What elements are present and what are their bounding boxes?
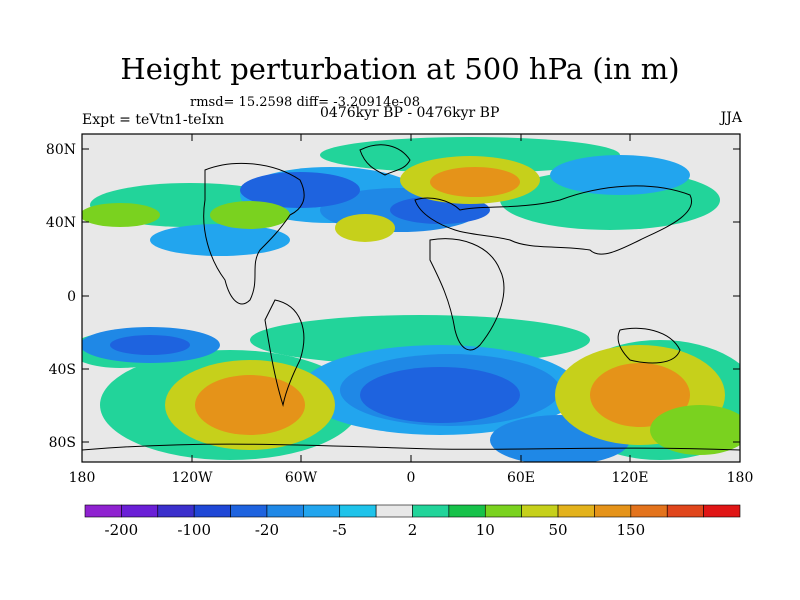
lat-tick-label: 40N	[46, 215, 76, 231]
colorbar-swatch	[84, 504, 122, 518]
contour-region	[650, 405, 740, 455]
colorbar-label: 150	[617, 521, 646, 539]
colorbar-swatch	[594, 504, 632, 518]
contour-region	[335, 214, 395, 242]
contour-region	[240, 172, 360, 208]
eurasia-coast	[414, 185, 693, 255]
contour-fields	[82, 137, 740, 462]
coastlines	[82, 144, 740, 451]
experiment-label: Expt = teVtn1-teIxn	[82, 112, 224, 128]
australia-coast	[617, 327, 681, 364]
colorbar-label: -5	[332, 521, 347, 539]
lon-tick-label: 120E	[612, 470, 649, 486]
contour-region	[430, 167, 520, 197]
colorbar-swatch	[557, 504, 595, 518]
colorbar-swatch	[412, 504, 450, 518]
contour-region	[320, 137, 620, 173]
latitude-axis: 80N 40N 0 40S 80S	[46, 142, 740, 451]
colorbar-swatch	[339, 504, 377, 518]
contour-region	[82, 203, 160, 227]
contour-region	[110, 335, 190, 355]
colorbar-label: -20	[255, 521, 279, 539]
colorbar-label: -100	[177, 521, 211, 539]
lat-tick-label: 80N	[46, 142, 76, 158]
contour-region	[210, 201, 290, 229]
contour-region	[195, 375, 305, 435]
colorbar-swatch	[666, 504, 704, 518]
contour-region	[150, 224, 290, 256]
stats-line: rmsd= 15.2598 diff= -3.20914e-08	[190, 95, 420, 110]
colorbar-swatch	[121, 504, 159, 518]
lon-tick-label: 60W	[285, 470, 318, 486]
colorbar-swatch	[521, 504, 559, 518]
season-label: JJA	[720, 110, 742, 126]
colorbar-label: 50	[549, 521, 568, 539]
lon-tick-label: 180	[727, 470, 754, 486]
colorbar-swatch	[448, 504, 486, 518]
colorbar-swatch	[266, 504, 304, 518]
colorbar-label: -200	[105, 521, 139, 539]
greenland-coast	[359, 144, 411, 176]
lat-tick-label: 80S	[49, 435, 76, 451]
colorbar-swatch	[193, 504, 231, 518]
colorbar-swatch	[484, 504, 522, 518]
longitude-axis: 180 120W 60W 0 60E 120E 180	[69, 134, 754, 486]
lat-tick-label: 40S	[49, 362, 76, 378]
colorbar: -200 -100 -20 -5 2 10 50 150	[84, 504, 741, 539]
lon-tick-label: 0	[407, 470, 416, 486]
chart-title: Height perturbation at 500 hPa (in m)	[120, 52, 680, 86]
lon-tick-label: 120W	[171, 470, 213, 486]
contour-region	[360, 367, 520, 423]
colorbar-swatch	[630, 504, 668, 518]
antarctica-coast	[82, 443, 740, 451]
contour-region	[590, 363, 690, 427]
period-label: 0476kyr BP - 0476kyr BP	[320, 105, 500, 121]
colorbar-swatch	[375, 504, 413, 518]
colorbar-swatch	[303, 504, 341, 518]
lon-tick-label: 180	[69, 470, 96, 486]
colorbar-label: 2	[408, 521, 418, 539]
south-america-coast	[264, 299, 305, 407]
lat-tick-label: 0	[67, 289, 76, 305]
africa-coast	[429, 238, 505, 351]
colorbar-swatch	[703, 504, 741, 518]
colorbar-label: 10	[476, 521, 495, 539]
lon-tick-label: 60E	[507, 470, 535, 486]
colorbar-swatch	[230, 504, 268, 518]
colorbar-swatch	[157, 504, 195, 518]
north-america-coast	[203, 163, 305, 305]
contour-region	[550, 155, 690, 195]
